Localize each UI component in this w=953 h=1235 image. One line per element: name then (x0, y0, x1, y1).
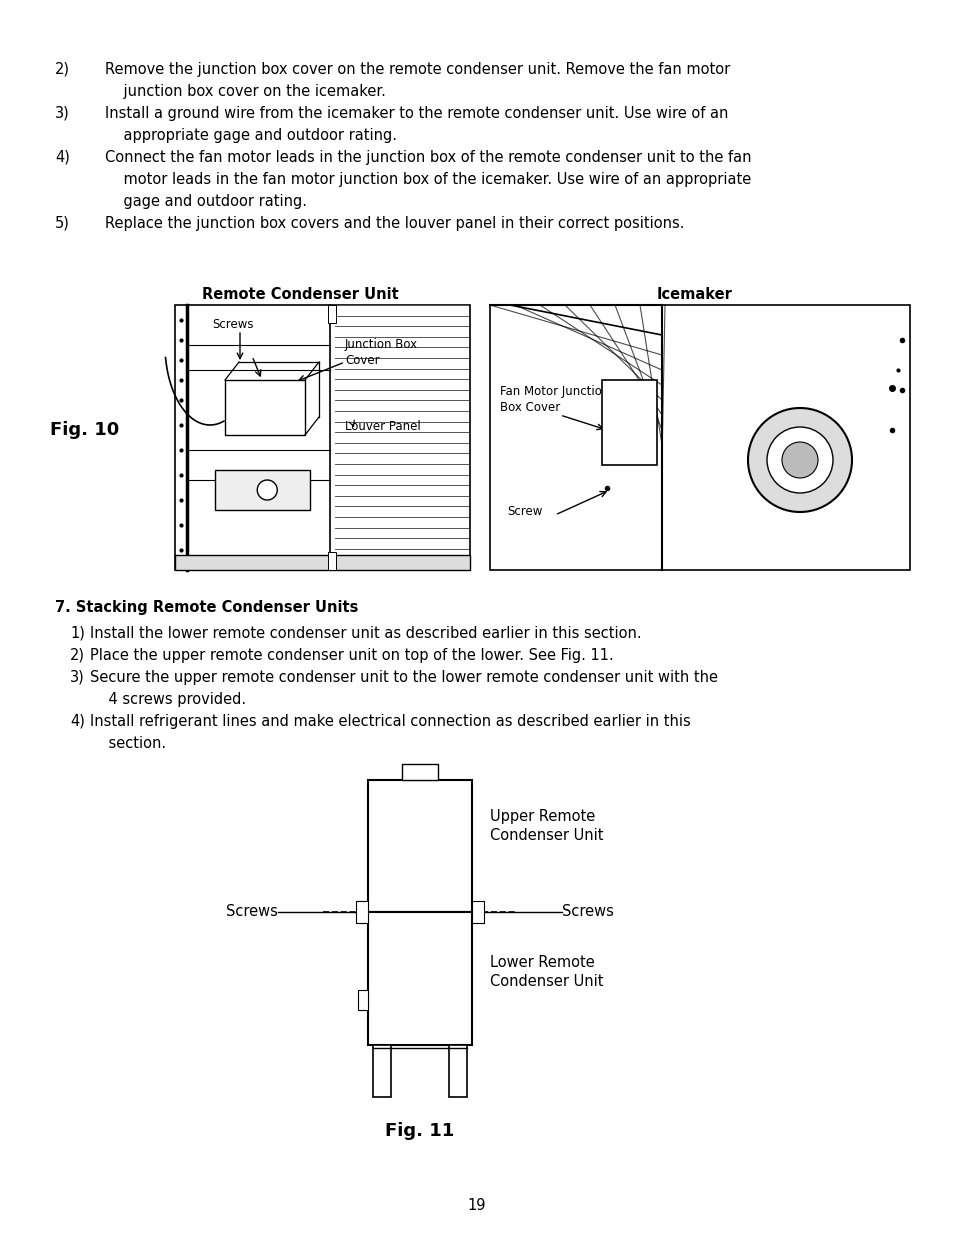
Circle shape (747, 408, 851, 513)
Bar (401, 764, 437, 781)
Text: 2): 2) (70, 648, 85, 663)
Text: 1): 1) (70, 626, 85, 641)
Bar (174, 305, 470, 571)
Bar (368, 781, 472, 911)
Text: Junction Box
Cover: Junction Box Cover (345, 338, 417, 367)
Text: Remote Condenser Unit: Remote Condenser Unit (201, 287, 398, 303)
Text: 4): 4) (70, 714, 85, 729)
Text: Place the upper remote condenser unit on top of the lower. See Fig. 11.: Place the upper remote condenser unit on… (90, 648, 613, 663)
Text: Secure the upper remote condenser unit to the lower remote condenser unit with t: Secure the upper remote condenser unit t… (90, 671, 718, 685)
Bar (601, 380, 657, 466)
Text: Install refrigerant lines and make electrical connection as described earlier in: Install refrigerant lines and make elect… (90, 714, 690, 729)
Bar (373, 1045, 391, 1097)
Bar (357, 990, 368, 1010)
Text: motor leads in the fan motor junction box of the icemaker. Use wire of an approp: motor leads in the fan motor junction bo… (105, 172, 750, 186)
Circle shape (257, 480, 277, 500)
Text: section.: section. (90, 736, 166, 751)
Bar (368, 911, 472, 1045)
Bar (214, 471, 310, 510)
Circle shape (766, 427, 832, 493)
Bar (328, 552, 335, 571)
Text: 4): 4) (55, 149, 70, 165)
Text: Fan Motor Junction
Box Cover: Fan Motor Junction Box Cover (499, 385, 609, 414)
Bar (328, 305, 335, 324)
Text: junction box cover on the icemaker.: junction box cover on the icemaker. (105, 84, 385, 99)
Text: 5): 5) (55, 216, 70, 231)
Bar (472, 902, 483, 923)
Text: 2): 2) (55, 62, 70, 77)
Text: Remove the junction box cover on the remote condenser unit. Remove the fan motor: Remove the junction box cover on the rem… (105, 62, 729, 77)
Bar (355, 902, 368, 923)
Circle shape (781, 442, 817, 478)
Text: Screw: Screw (506, 505, 542, 517)
Bar (174, 555, 470, 571)
Text: Upper Remote
Condenser Unit: Upper Remote Condenser Unit (490, 809, 603, 844)
Text: Connect the fan motor leads in the junction box of the remote condenser unit to : Connect the fan motor leads in the junct… (105, 149, 751, 165)
Text: gage and outdoor rating.: gage and outdoor rating. (105, 194, 307, 209)
Bar (490, 305, 909, 571)
Bar (449, 1045, 467, 1097)
Text: 7. Stacking Remote Condenser Units: 7. Stacking Remote Condenser Units (55, 600, 358, 615)
Text: appropriate gage and outdoor rating.: appropriate gage and outdoor rating. (105, 128, 396, 143)
Text: 3): 3) (55, 106, 70, 121)
Text: Screws: Screws (212, 317, 253, 331)
Text: 3): 3) (70, 671, 85, 685)
Text: Install a ground wire from the icemaker to the remote condenser unit. Use wire o: Install a ground wire from the icemaker … (105, 106, 727, 121)
Text: Replace the junction box covers and the louver panel in their correct positions.: Replace the junction box covers and the … (105, 216, 684, 231)
Text: 4 screws provided.: 4 screws provided. (90, 692, 246, 706)
Text: Louver Panel: Louver Panel (345, 420, 420, 433)
Text: Screws: Screws (561, 904, 613, 920)
Text: 19: 19 (467, 1198, 486, 1213)
Text: Lower Remote
Condenser Unit: Lower Remote Condenser Unit (490, 955, 603, 989)
Text: Fig. 11: Fig. 11 (385, 1123, 455, 1140)
Text: Screws: Screws (226, 904, 277, 920)
Text: Install the lower remote condenser unit as described earlier in this section.: Install the lower remote condenser unit … (90, 626, 641, 641)
Text: Fig. 10: Fig. 10 (50, 421, 119, 438)
Bar (225, 380, 305, 435)
Text: Icemaker: Icemaker (657, 287, 732, 303)
